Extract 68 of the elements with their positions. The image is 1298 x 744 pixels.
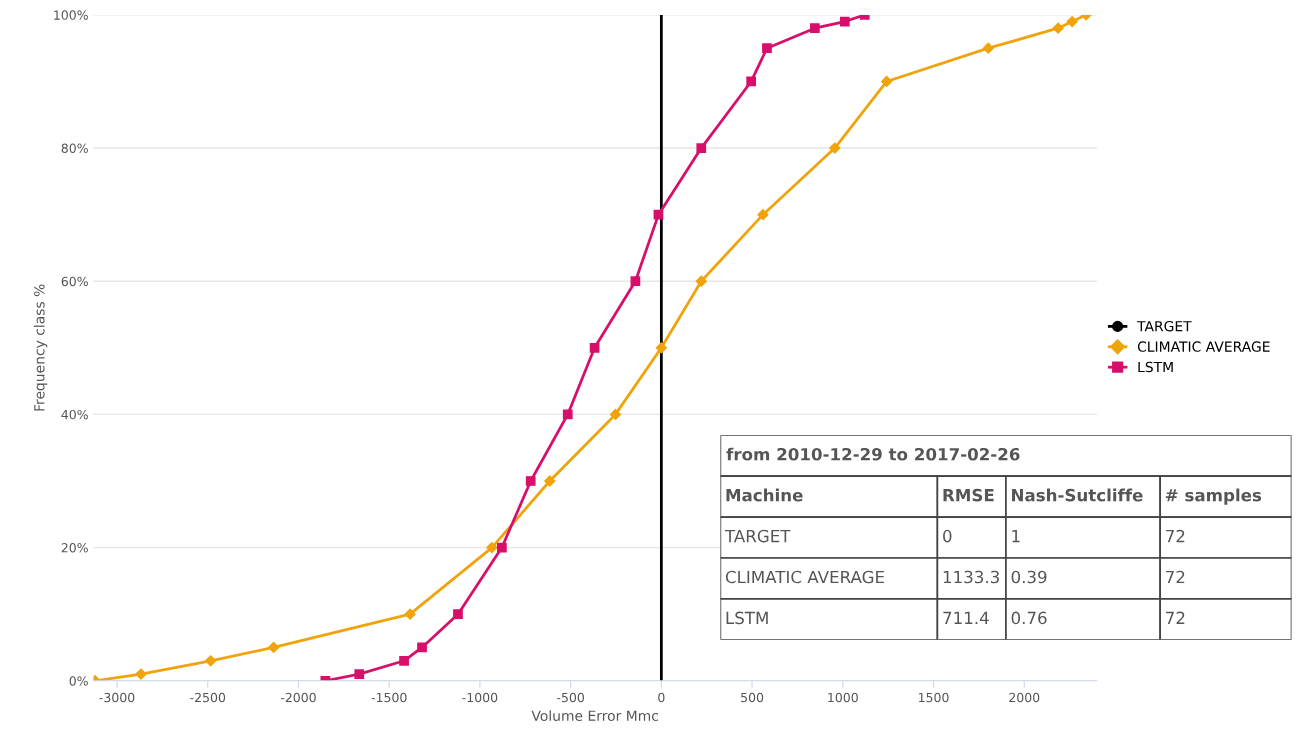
point (1066, 15, 1078, 28)
point (609, 408, 622, 421)
text: 72 (1166, 570, 1185, 584)
point (762, 43, 772, 54)
annotation: 711.4 (943, 611, 989, 624)
y-tick-label: 80% (61, 143, 88, 153)
x-tick-label: -2000 (280, 692, 316, 703)
x-tick-label: -2500 (190, 692, 226, 703)
point (205, 655, 217, 667)
annotation: TARGET (724, 529, 791, 543)
x-tick-label: 1000 (828, 692, 858, 703)
x-tick-label: -500 (557, 692, 584, 703)
annotation: from 2010-12-29 to 2017-02-26 (726, 447, 1020, 461)
y-tick-label: 40% (61, 409, 88, 420)
point (630, 276, 641, 287)
annotation: RMSE (943, 488, 994, 502)
annotation: 1 (1012, 529, 1020, 543)
annotation: CLIMATIC AVERAGE (725, 570, 884, 584)
y-tick-label: 100% (54, 10, 88, 20)
point (757, 209, 769, 221)
legend-label: CLIMATIC AVERAGE (1137, 341, 1270, 352)
point (544, 475, 556, 487)
point (562, 409, 573, 420)
x-tick-label: -1500 (371, 692, 407, 703)
annotation: 1133.3 (943, 570, 999, 584)
point (839, 16, 850, 27)
point (809, 23, 820, 34)
point (497, 542, 507, 553)
point (696, 143, 707, 153)
x-axis-title: Volume Error Mmc (531, 710, 659, 721)
point (453, 609, 463, 620)
text: 72 (1166, 529, 1185, 543)
x-tick-label: -3000 (99, 692, 135, 703)
point (982, 42, 994, 54)
legend-label: TARGET (1137, 320, 1192, 332)
annotation: 0.39 (1011, 570, 1047, 584)
point (653, 209, 664, 220)
legend-label: LSTM (1138, 361, 1173, 373)
point (655, 342, 667, 354)
point (746, 76, 757, 87)
point (268, 641, 280, 654)
point (404, 608, 416, 620)
text: 72 (1166, 611, 1185, 624)
point (1052, 22, 1064, 34)
x-tick-label: 1500 (918, 692, 949, 703)
point (486, 541, 498, 554)
y-axis-title: Frequency class % (33, 284, 48, 411)
annotation: 0 (943, 529, 952, 543)
y-tick-label: 20% (61, 543, 88, 553)
point (829, 142, 841, 154)
annotation: LSTM (726, 611, 768, 625)
y-tick-label: 60% (61, 276, 88, 287)
x-tick-label: -1000 (462, 692, 498, 703)
point (695, 275, 707, 287)
point (881, 75, 893, 88)
point (589, 342, 600, 353)
point (399, 655, 409, 666)
point (354, 669, 365, 679)
x-tick-label: 0 (658, 692, 665, 703)
text: # samples (1165, 488, 1262, 505)
annotation: 0.76 (1011, 611, 1047, 625)
x-tick-label: 2000 (1009, 692, 1040, 703)
x-tick-label: 500 (741, 692, 764, 703)
y-tick-label: 0% (69, 676, 88, 686)
annotation: Machine (726, 488, 803, 502)
point (417, 642, 427, 653)
point (525, 476, 536, 486)
annotation: Nash-Sutcliffe (1012, 488, 1143, 502)
